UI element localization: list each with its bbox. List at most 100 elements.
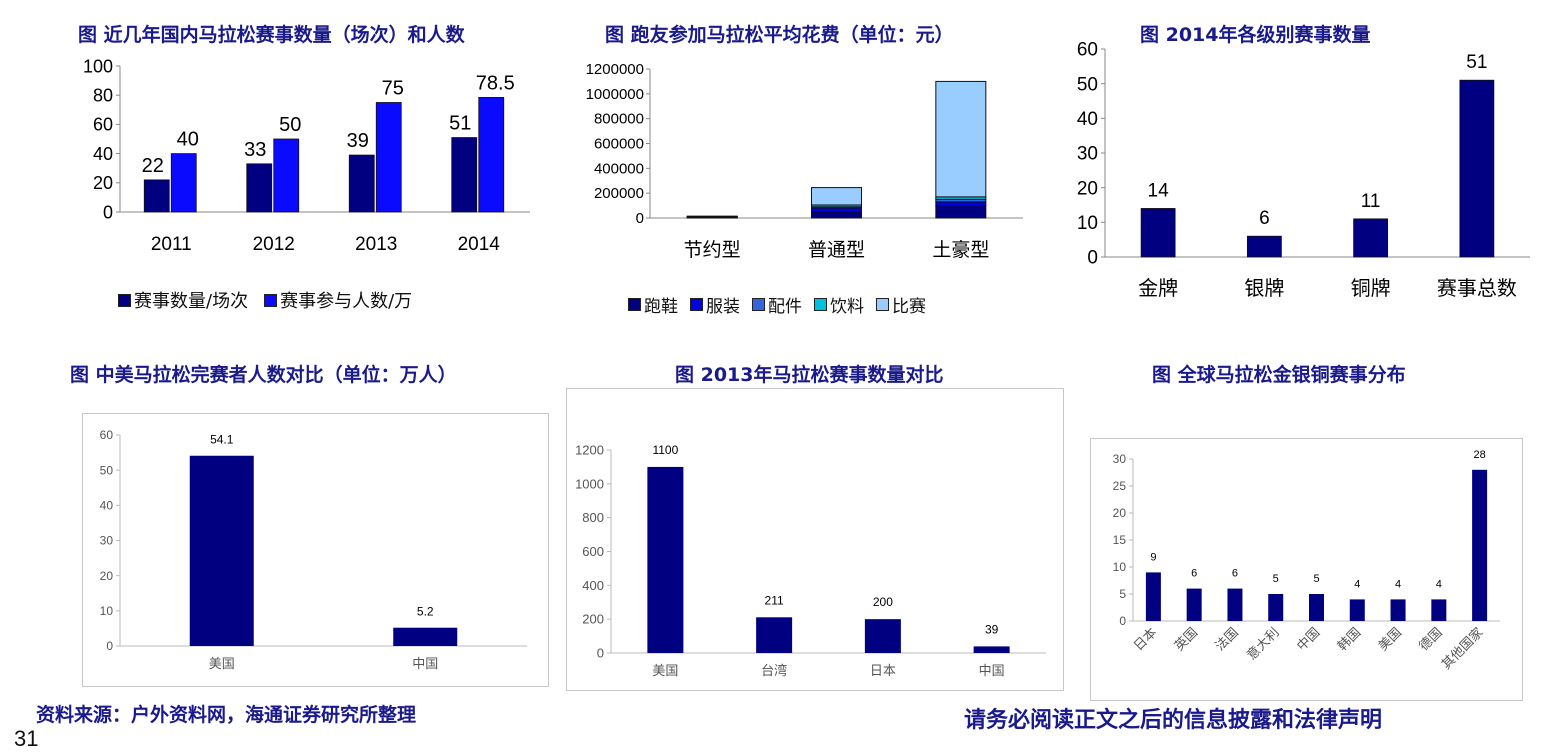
x-tick-label: 意大利 bbox=[1244, 625, 1282, 663]
data-label: 1100 bbox=[652, 443, 678, 457]
bar bbox=[1187, 589, 1202, 621]
legend-item: 服装 bbox=[690, 292, 740, 317]
x-tick-label: 台湾 bbox=[761, 663, 787, 678]
x-tick-label: 铜牌 bbox=[1351, 277, 1391, 300]
bar bbox=[1391, 599, 1406, 621]
y-tick-label: 40 bbox=[1077, 109, 1098, 130]
data-label: 4 bbox=[1395, 578, 1401, 590]
x-tick-label: 银牌 bbox=[1244, 277, 1284, 300]
data-label: 33 bbox=[244, 139, 266, 161]
chart5-svg: 020040060080010001200美国1100台湾211日本200中国3… bbox=[566, 388, 1062, 689]
data-label: 6 bbox=[1191, 568, 1197, 580]
y-tick-label: 20 bbox=[1077, 178, 1098, 199]
legend-label: 赛事数量/场次 bbox=[134, 287, 248, 313]
bar bbox=[393, 628, 457, 646]
y-tick-label: 800 bbox=[582, 510, 604, 525]
data-label: 54.1 bbox=[210, 433, 234, 447]
legend-item: 比赛 bbox=[876, 292, 926, 317]
y-tick-label: 40 bbox=[93, 144, 113, 164]
data-label: 75 bbox=[382, 78, 404, 100]
y-tick-label: 30 bbox=[100, 534, 114, 548]
x-tick-label: 2013 bbox=[355, 234, 397, 255]
bar bbox=[1460, 80, 1494, 257]
y-tick-label: 0 bbox=[597, 646, 604, 661]
x-tick-label: 德国 bbox=[1416, 625, 1445, 654]
legend-item: 饮料 bbox=[814, 292, 864, 317]
legend-swatch bbox=[690, 298, 703, 311]
bar-segment bbox=[812, 212, 862, 218]
y-tick-label: 80 bbox=[93, 86, 113, 106]
y-tick-label: 10 bbox=[1113, 560, 1127, 574]
x-tick-label: 美国 bbox=[652, 663, 678, 678]
chart1-legend: 赛事数量/场次 赛事参与人数/万 bbox=[118, 287, 412, 313]
chart2-legend: 跑鞋 服装 配件 饮料 比赛 bbox=[628, 292, 926, 317]
source-note: 资料来源：户外资料网，海通证券研究所整理 bbox=[36, 700, 416, 727]
legend-swatch bbox=[814, 298, 827, 311]
y-tick-label: 20 bbox=[1113, 506, 1127, 520]
y-tick-label: 400 bbox=[582, 578, 604, 593]
y-tick-label: 10 bbox=[100, 604, 114, 618]
x-tick-label: 日本 bbox=[870, 663, 896, 678]
legend-label: 比赛 bbox=[892, 292, 926, 317]
legend-swatch bbox=[264, 294, 277, 307]
chart5-title: 图 2013年马拉松赛事数量对比 bbox=[675, 360, 944, 387]
x-tick-label: 英国 bbox=[1171, 625, 1200, 654]
y-tick-label: 25 bbox=[1113, 479, 1127, 493]
y-tick-label: 1000000 bbox=[586, 86, 644, 103]
data-label: 51 bbox=[449, 113, 471, 135]
y-tick-label: 60 bbox=[100, 428, 114, 442]
y-tick-label: 1200000 bbox=[586, 61, 644, 78]
bar bbox=[1268, 594, 1283, 621]
data-label: 14 bbox=[1148, 180, 1170, 201]
bar bbox=[479, 97, 504, 212]
bar bbox=[865, 619, 901, 653]
bar bbox=[190, 456, 254, 646]
data-label: 39 bbox=[985, 622, 999, 636]
x-tick-label: 美国 bbox=[209, 656, 235, 671]
bar bbox=[974, 646, 1010, 653]
legend-item: 赛事参与人数/万 bbox=[264, 287, 412, 313]
chart4-title: 图 中美马拉松完赛者人数对比（单位：万人） bbox=[70, 360, 457, 387]
legend-label: 跑鞋 bbox=[644, 292, 678, 317]
x-tick-label: 普通型 bbox=[808, 239, 865, 261]
chart6-svg: 051015202530日本9英国6法国6意大利5中国5韩国4美国4德国4其他国… bbox=[1090, 438, 1521, 699]
data-label: 78.5 bbox=[476, 72, 515, 94]
data-label: 50 bbox=[279, 114, 301, 136]
legend-swatch bbox=[118, 294, 131, 307]
data-label: 5.2 bbox=[417, 605, 434, 619]
y-tick-label: 200000 bbox=[594, 185, 644, 202]
x-tick-label: 中国 bbox=[412, 656, 438, 671]
chart1-svg: 0204060801002011224020123350201339752014… bbox=[50, 55, 550, 285]
bar-segment bbox=[936, 202, 986, 206]
chart2-svg: 020000040000060000080000010000001200000节… bbox=[550, 55, 1060, 285]
y-tick-label: 20 bbox=[100, 569, 114, 583]
data-label: 5 bbox=[1273, 573, 1279, 585]
legend-swatch bbox=[628, 298, 641, 311]
data-label: 22 bbox=[142, 155, 164, 177]
legend-swatch bbox=[752, 298, 765, 311]
y-tick-label: 5 bbox=[1119, 587, 1126, 601]
bar bbox=[1350, 599, 1365, 621]
bar bbox=[376, 103, 401, 213]
bar bbox=[1309, 594, 1324, 621]
x-tick-label: 日本 bbox=[1131, 625, 1160, 654]
bar bbox=[247, 164, 272, 212]
bar bbox=[144, 180, 169, 212]
page-number: 31 bbox=[14, 726, 38, 752]
data-label: 6 bbox=[1232, 568, 1238, 580]
y-tick-label: 1000 bbox=[575, 476, 604, 491]
data-label: 9 bbox=[1150, 551, 1156, 563]
data-label: 4 bbox=[1354, 578, 1360, 590]
chart1-title: 图 近几年国内马拉松赛事数量（场次）和人数 bbox=[78, 20, 465, 47]
data-label: 211 bbox=[765, 593, 784, 607]
data-label: 200 bbox=[873, 595, 893, 609]
data-label: 39 bbox=[347, 130, 369, 152]
bar bbox=[1247, 236, 1281, 257]
y-tick-label: 0 bbox=[106, 639, 113, 653]
y-tick-label: 600 bbox=[582, 544, 604, 559]
data-label: 11 bbox=[1361, 191, 1381, 212]
legal-disclaimer[interactable]: 请务必阅读正文之后的信息披露和法律声明 bbox=[964, 702, 1382, 734]
x-tick-label: 法国 bbox=[1212, 625, 1241, 654]
